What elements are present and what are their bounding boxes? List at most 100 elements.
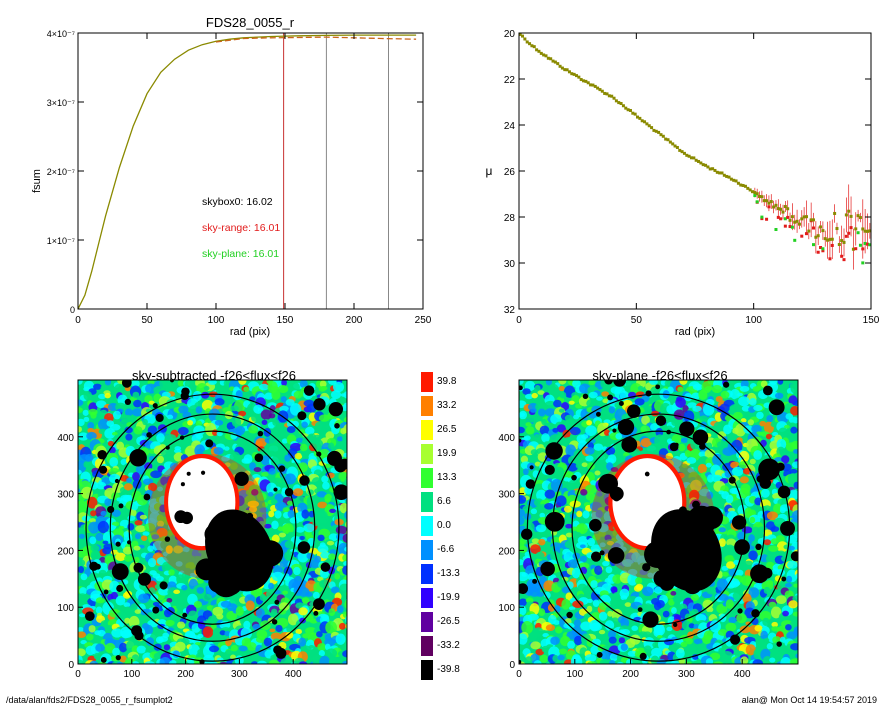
sky-plane-pixel xyxy=(519,495,527,504)
sky-subtracted-pixel xyxy=(123,602,131,608)
sky-plane-masked-star xyxy=(655,384,661,390)
sky-subtracted-pixel xyxy=(245,489,253,496)
sky-subtracted-pixel xyxy=(86,633,94,641)
sky-plane-masked-star xyxy=(678,506,687,515)
mu-point xyxy=(537,49,541,53)
mu-plot: 0 50 100 150 20 22 24 26 28 30 32 rad (pix) μ xyxy=(486,29,880,338)
mu-point xyxy=(593,84,597,88)
mu-point xyxy=(788,218,792,222)
mu-point-range xyxy=(840,254,844,258)
sky-subtracted-pixel xyxy=(281,438,288,444)
mu-point xyxy=(715,170,719,174)
sky-subtracted-pixel xyxy=(309,618,318,624)
mu-point xyxy=(645,122,649,126)
sky-subtracted-pixel xyxy=(312,591,320,599)
sky-plane-pixel xyxy=(704,386,713,391)
sky-plane-pixel xyxy=(735,569,744,577)
sky-subtracted-pixel xyxy=(125,433,133,441)
fsum-ylabel: fsum xyxy=(31,169,43,193)
mu-point-plane xyxy=(863,241,867,245)
sky-subtracted-pixel xyxy=(173,545,184,554)
sky-plane-masked-star xyxy=(758,458,780,481)
mu-xlabel: rad (pix) xyxy=(675,326,715,338)
sky-subtracted-pixel xyxy=(280,396,287,403)
sky-plane-ytick-label: 400 xyxy=(498,433,515,444)
sky-plane-pixel xyxy=(553,399,562,408)
sky-plane-pixel xyxy=(733,581,741,586)
sky-plane-pixel xyxy=(613,444,622,451)
mu-point-plane xyxy=(760,215,764,219)
mu-point xyxy=(523,37,527,41)
sky-subtracted-pixel xyxy=(148,400,155,405)
sky-subtracted-pixel xyxy=(98,418,110,431)
sky-plane-pixel xyxy=(748,587,760,598)
sky-plane-pixel xyxy=(784,583,792,588)
sky-subtracted-pixel xyxy=(216,613,224,620)
sky-plane-masked-star xyxy=(607,547,625,564)
sky-subtracted-pixel xyxy=(134,520,143,526)
sky-plane-masked-star xyxy=(544,464,555,475)
sky-plane-pixel xyxy=(717,629,728,636)
sky-plane-pixel xyxy=(704,448,716,460)
sky-plane-masked-star xyxy=(604,380,614,385)
sky-subtracted-pixel xyxy=(97,629,106,637)
colorbar-label: 26.5 xyxy=(437,424,457,435)
sky-subtracted-masked-star xyxy=(152,403,158,409)
mu-point-range xyxy=(821,249,825,253)
mu-point-range xyxy=(847,231,851,235)
sky-subtracted-pixel xyxy=(120,458,128,466)
sky-plane-pixel xyxy=(709,652,721,661)
sky-plane-pixel xyxy=(576,510,583,518)
sky-subtracted-masked-star xyxy=(164,536,171,542)
mu-point xyxy=(539,51,543,55)
sky-plane-pixel xyxy=(538,408,546,417)
annotation-skybox0: skybox0: 16.02 xyxy=(202,196,273,208)
sky-plane-pixel xyxy=(786,575,793,583)
sky-subtracted-masked-star xyxy=(313,398,326,411)
mu-ytick-label: 28 xyxy=(504,213,516,224)
sky-plane-masked-star xyxy=(679,421,695,437)
sky-subtracted-pixel xyxy=(111,661,118,664)
mu-point xyxy=(835,227,839,231)
sky-subtracted-pixel xyxy=(267,492,274,497)
sky-subtracted-pixel xyxy=(236,437,245,445)
mu-point xyxy=(802,215,806,219)
sky-plane-pixel xyxy=(530,508,538,515)
mu-point xyxy=(819,225,823,229)
sky-plane-pixel xyxy=(705,658,714,664)
sky-plane-pixel xyxy=(620,629,631,636)
sky-subtracted-xtick-label: 300 xyxy=(231,669,248,680)
sky-plane-pixel xyxy=(705,462,712,468)
sky-subtracted-pixel xyxy=(347,642,354,647)
sky-plane-pixel xyxy=(791,440,798,450)
sky-subtracted-pixel xyxy=(328,533,339,542)
fsum-plot-title: FDS28_0055_r xyxy=(206,15,295,30)
sky-subtracted-pixel xyxy=(97,520,110,534)
sky-subtracted-masked-star xyxy=(273,645,283,655)
sky-plane-pixel xyxy=(768,601,777,608)
sky-subtracted-pixel xyxy=(156,527,168,538)
sky-plane-pixel xyxy=(554,661,562,664)
mu-point xyxy=(842,240,846,244)
sky-subtracted-mask-blob xyxy=(211,548,226,563)
sky-subtracted-pixel xyxy=(139,435,146,441)
mu-point xyxy=(558,64,562,68)
sky-subtracted-pixel xyxy=(330,586,340,594)
mu-point xyxy=(661,134,665,138)
sky-subtracted-pixel xyxy=(342,611,347,619)
sky-plane-masked-star xyxy=(540,561,555,577)
sky-subtracted-pixel xyxy=(284,454,291,462)
sky-subtracted-masked-star xyxy=(271,619,278,625)
sky-plane-pixel xyxy=(609,599,618,606)
sky-plane-pixel xyxy=(718,538,726,547)
sky-plane-masked-star xyxy=(780,520,796,536)
mu-point xyxy=(628,108,632,112)
sky-subtracted-pixel xyxy=(131,661,140,664)
sky-plane-pixel xyxy=(520,455,529,464)
sky-subtracted-pixel xyxy=(78,620,84,628)
mu-point-range xyxy=(865,242,869,246)
sky-plane-pixel xyxy=(560,440,568,447)
sky-plane-pixel xyxy=(579,555,587,563)
sky-plane-pixel xyxy=(725,622,737,632)
